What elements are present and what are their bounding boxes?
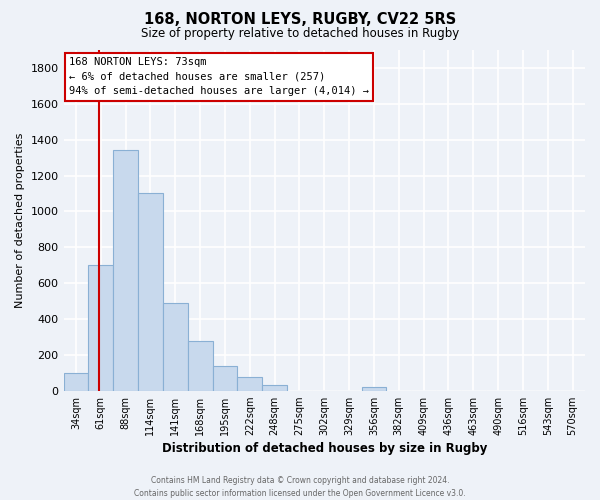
Bar: [64, 373, 88, 390]
Bar: [362, 387, 386, 390]
Bar: [188, 342, 212, 390]
Bar: [262, 386, 287, 390]
Bar: [88, 265, 113, 390]
Text: 168 NORTON LEYS: 73sqm
← 6% of detached houses are smaller (257)
94% of semi-det: 168 NORTON LEYS: 73sqm ← 6% of detached …: [69, 57, 369, 96]
Text: Contains HM Land Registry data © Crown copyright and database right 2024.
Contai: Contains HM Land Registry data © Crown c…: [134, 476, 466, 498]
X-axis label: Distribution of detached houses by size in Rugby: Distribution of detached houses by size …: [161, 442, 487, 455]
Text: Size of property relative to detached houses in Rugby: Size of property relative to detached ho…: [141, 28, 459, 40]
Bar: [113, 150, 138, 390]
Bar: [163, 303, 188, 390]
Bar: [238, 377, 262, 390]
Text: 168, NORTON LEYS, RUGBY, CV22 5RS: 168, NORTON LEYS, RUGBY, CV22 5RS: [144, 12, 456, 28]
Bar: [212, 366, 238, 390]
Bar: [138, 194, 163, 390]
Y-axis label: Number of detached properties: Number of detached properties: [15, 132, 25, 308]
